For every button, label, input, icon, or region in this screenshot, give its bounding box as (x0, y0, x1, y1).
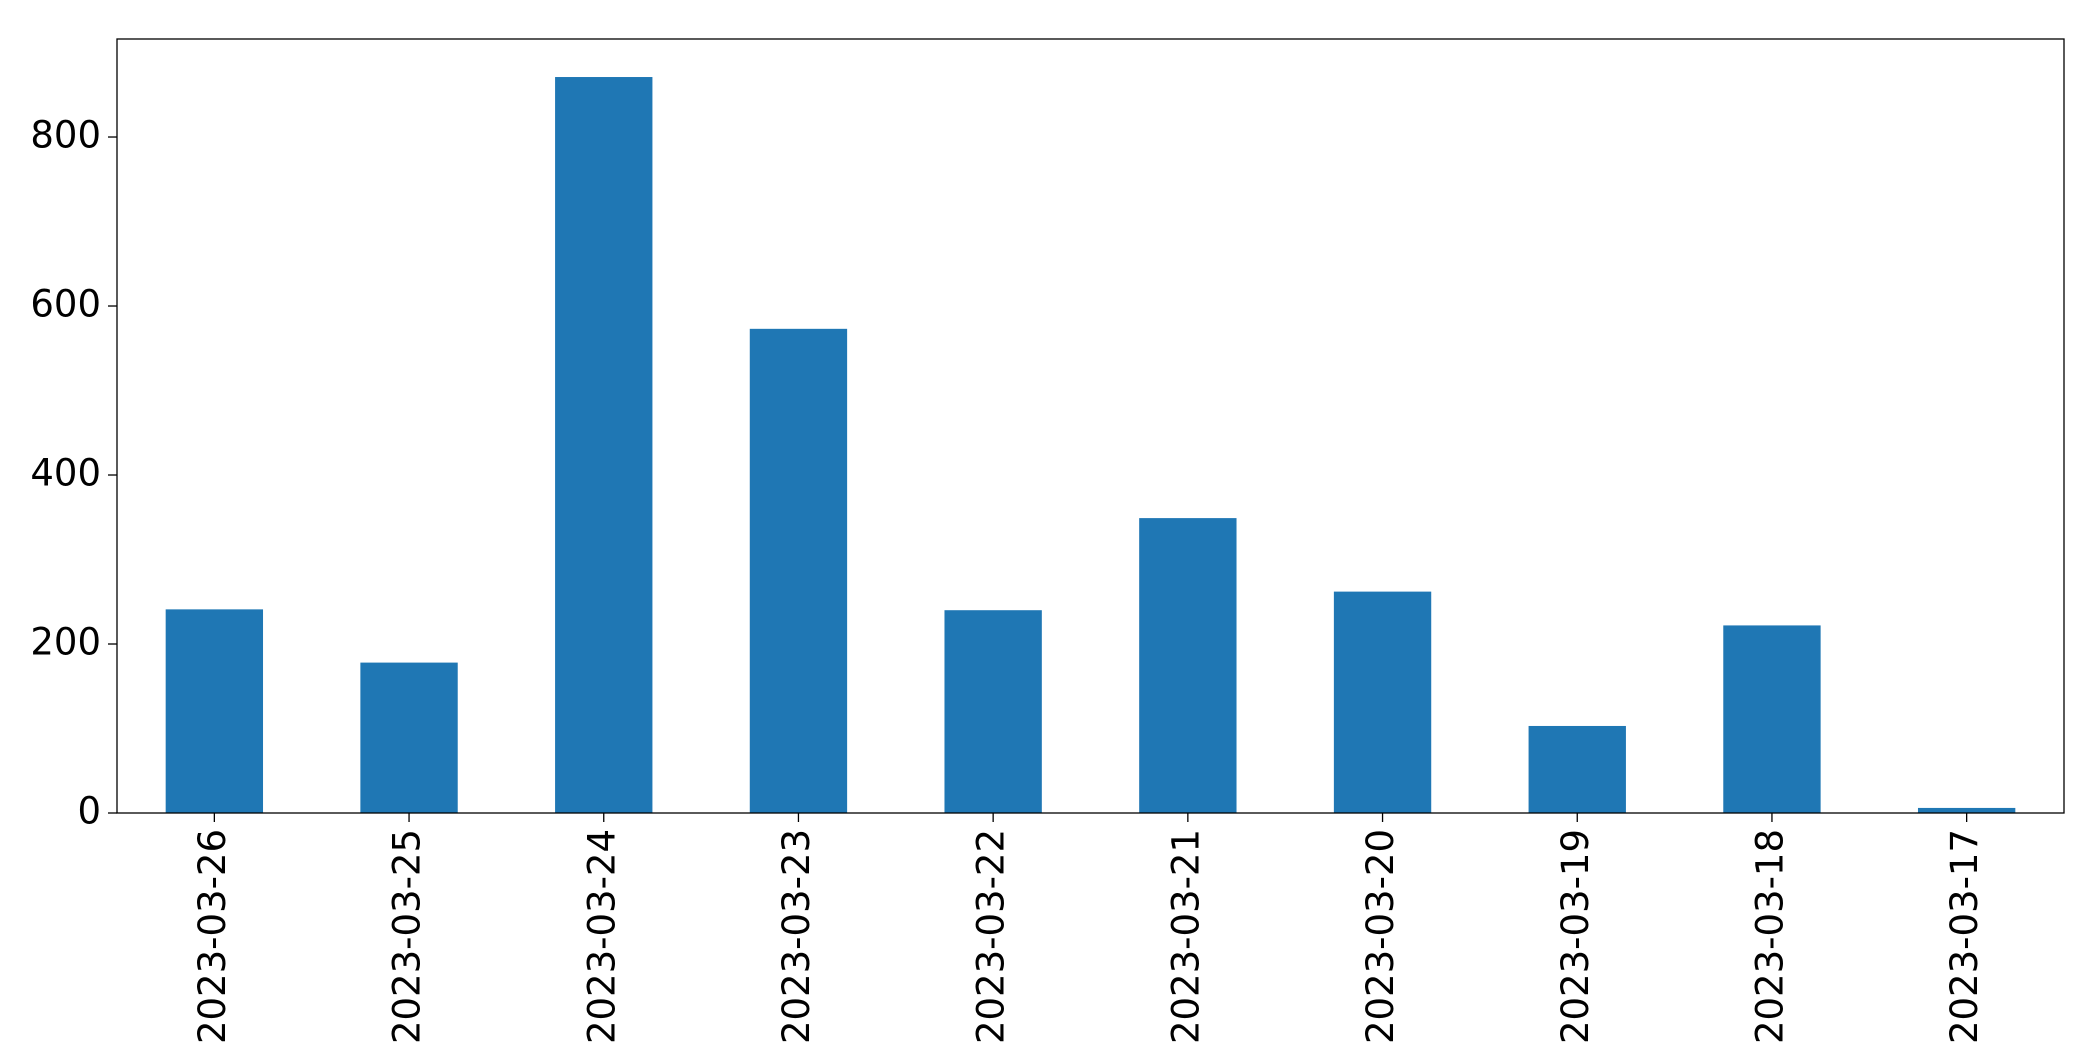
x-tick-label: 2023-03-18 (1748, 829, 1791, 1044)
x-tick-label: 2023-03-23 (775, 829, 818, 1044)
bar (1723, 625, 1821, 813)
bar (1917, 807, 2016, 813)
x-tick-label: 2023-03-20 (1359, 829, 1402, 1044)
bar (165, 609, 264, 813)
bar (1528, 725, 1626, 813)
x-tick-label: 2023-03-21 (1164, 829, 1207, 1044)
x-tick-label: 2023-03-22 (970, 829, 1013, 1044)
bar (749, 328, 848, 813)
x-tick-label: 2023-03-24 (580, 829, 623, 1044)
bar (555, 77, 653, 813)
x-tick-label: 2023-03-25 (386, 829, 429, 1044)
x-tick-label: 2023-03-17 (1943, 829, 1986, 1044)
bar (1139, 518, 1237, 813)
bar (944, 610, 1042, 813)
y-tick-label: 600 (30, 283, 101, 326)
x-tick-label: 2023-03-19 (1554, 829, 1597, 1044)
y-tick-label: 0 (77, 790, 101, 833)
y-tick-label: 400 (30, 452, 101, 495)
y-tick-label: 800 (30, 114, 101, 157)
y-tick-label: 200 (30, 621, 101, 664)
bar (1333, 591, 1432, 813)
bar (360, 662, 458, 813)
plot-frame (116, 38, 2065, 814)
x-tick-label: 2023-03-26 (191, 829, 234, 1044)
